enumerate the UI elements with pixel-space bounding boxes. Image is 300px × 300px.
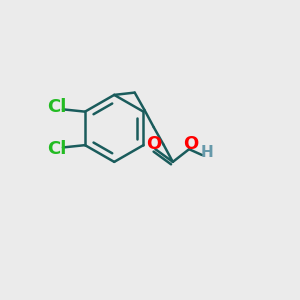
Text: O: O [183,135,198,153]
Text: Cl: Cl [47,140,67,158]
Text: Cl: Cl [47,98,67,116]
Text: O: O [146,135,161,153]
Text: H: H [201,145,213,160]
